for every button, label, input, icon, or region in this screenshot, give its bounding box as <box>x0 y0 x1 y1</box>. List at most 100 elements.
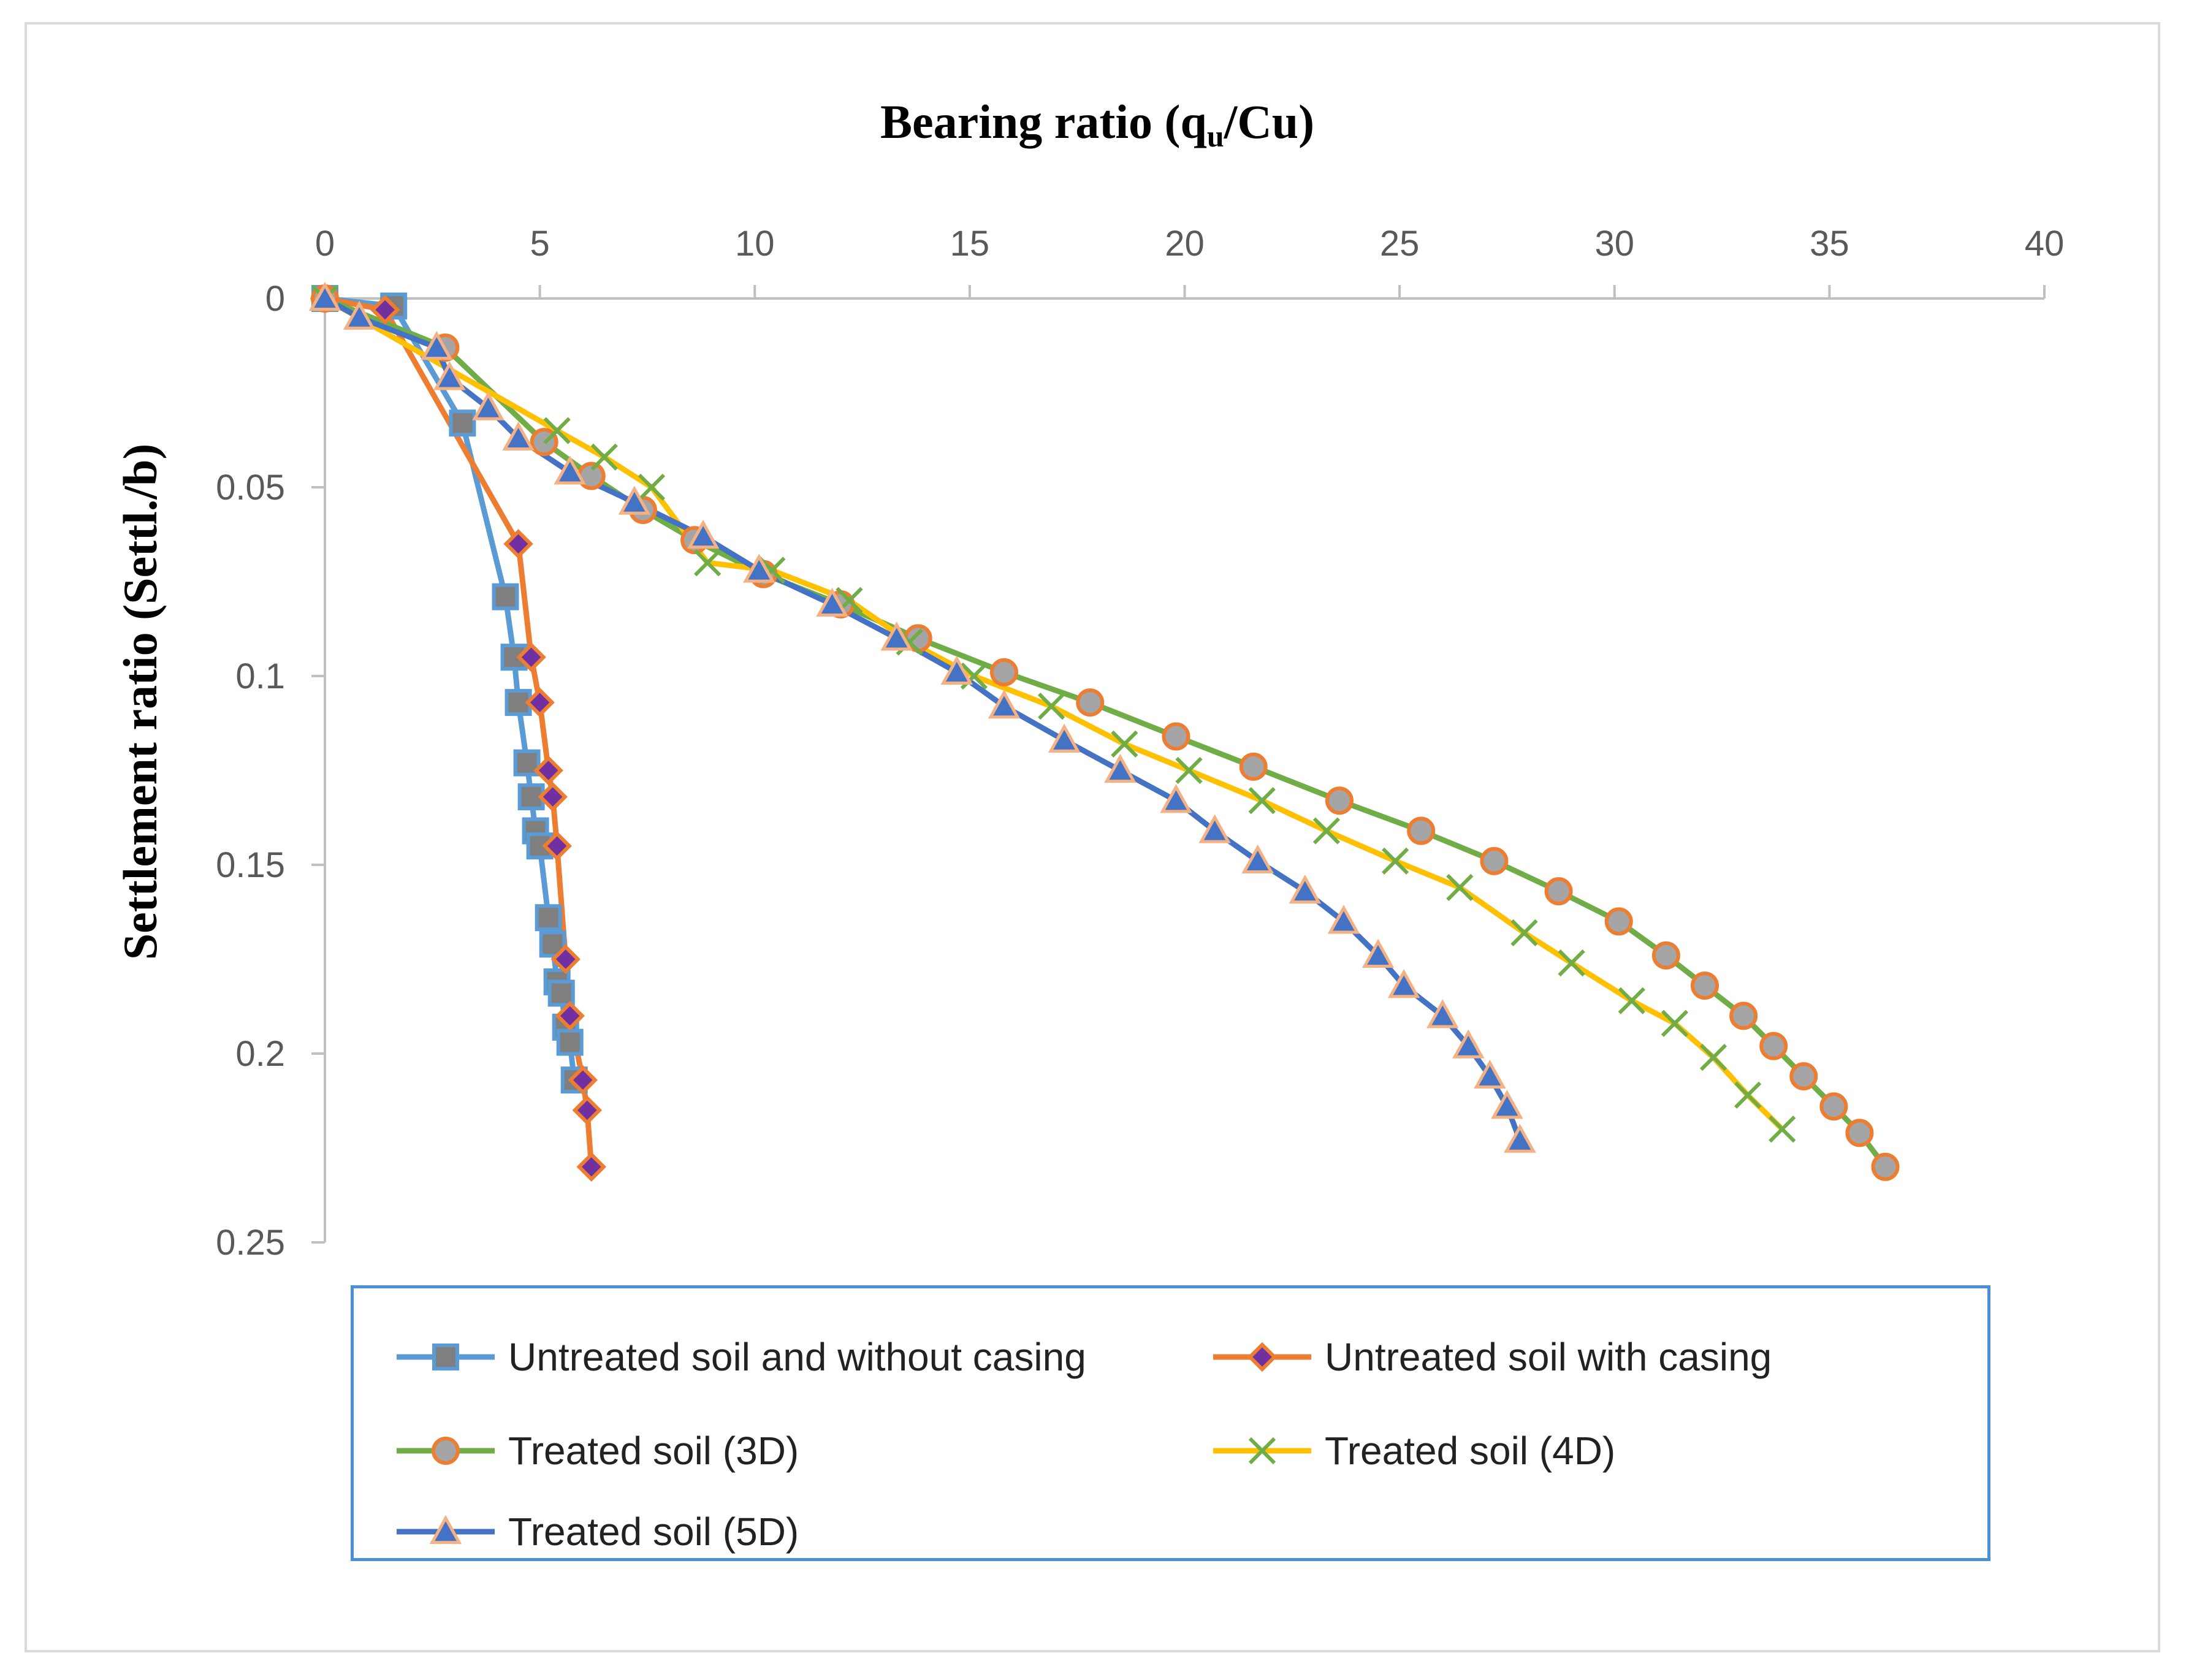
data-point <box>1162 722 1190 751</box>
series-markers-1 <box>310 283 607 1182</box>
data-point <box>940 655 973 685</box>
legend-symbol <box>1213 1437 1311 1465</box>
legend-item-untreated-with-casing: Untreated soil with casing <box>1207 1332 1772 1382</box>
chart-title-subscript: u <box>1207 119 1224 153</box>
data-point <box>492 583 519 610</box>
data-point <box>1160 784 1192 813</box>
data-point <box>1691 971 1719 1000</box>
x-tick-label: 5 <box>530 224 549 264</box>
y-tick-label: 0.2 <box>235 1034 285 1074</box>
data-point <box>1699 1044 1727 1071</box>
data-point <box>547 979 575 1007</box>
y-tick-label: 0.15 <box>216 845 285 885</box>
data-point <box>1289 874 1322 904</box>
data-point <box>1759 1032 1788 1060</box>
data-point <box>308 281 341 311</box>
data-point <box>433 361 466 390</box>
x-tick-label: 35 <box>1810 224 1849 264</box>
x-tick-label: 15 <box>950 224 990 264</box>
data-point <box>638 473 666 501</box>
data-point <box>1198 814 1231 843</box>
data-point <box>533 755 563 786</box>
chart-title-main: Bearing ratio (q <box>880 95 1207 148</box>
data-point <box>1769 1116 1796 1143</box>
x-tick-label: 20 <box>1165 224 1205 264</box>
legend-label: Treated soil (3D) <box>508 1429 799 1473</box>
series-markers-4 <box>308 281 1536 1153</box>
x-tick-label: 30 <box>1594 224 1634 264</box>
data-point <box>421 330 453 360</box>
data-point <box>1248 787 1276 815</box>
data-point <box>1604 907 1633 936</box>
data-point <box>1871 1152 1900 1181</box>
legend-label: Untreated soil and without casing <box>508 1335 1086 1379</box>
legend-label: Treated soil (4D) <box>1325 1429 1616 1473</box>
legend-marker <box>429 1515 462 1545</box>
data-point <box>687 519 720 549</box>
data-point <box>1076 688 1105 717</box>
legend-label: Treated soil (5D) <box>508 1510 799 1554</box>
legend-item-treated-5d: Treated soil (5D) <box>390 1510 799 1556</box>
legend-marker <box>1247 1342 1278 1372</box>
data-point <box>1504 1123 1536 1153</box>
data-point <box>576 1152 607 1182</box>
data-point <box>550 944 581 975</box>
data-point <box>449 409 476 437</box>
y-tick-label: 0.25 <box>216 1223 285 1263</box>
data-point <box>1387 968 1420 998</box>
data-point <box>1361 938 1395 968</box>
y-tick-label: 0 <box>265 279 285 319</box>
legend-item-treated-4d: Treated soil (4D) <box>1207 1426 1615 1475</box>
data-point <box>1407 816 1436 845</box>
series-line-4 <box>322 295 1523 1144</box>
data-point <box>516 642 546 672</box>
chart-title-tail: /Cu) <box>1224 95 1314 148</box>
y-axis-label: Settlement ratio (Settl./b) <box>113 444 167 960</box>
data-point <box>1651 941 1680 970</box>
legend-symbol <box>397 1344 495 1370</box>
data-point <box>568 1065 598 1095</box>
chart-legend: Untreated soil and without casing Untrea… <box>351 1285 1990 1561</box>
data-point <box>555 1001 585 1031</box>
data-point <box>1558 949 1585 977</box>
legend-marker <box>432 1437 460 1465</box>
data-point <box>1474 1059 1506 1089</box>
data-point <box>1104 753 1137 783</box>
data-point <box>543 417 571 444</box>
chart-title: Bearing ratio (qu/Cu) <box>880 95 1314 153</box>
data-point <box>472 391 505 420</box>
data-point <box>1618 987 1645 1014</box>
data-point <box>989 658 1018 686</box>
series-markers-group <box>308 281 1900 1182</box>
data-point <box>572 1095 603 1125</box>
legend-item-untreated-no-casing: Untreated soil and without casing <box>390 1332 1086 1382</box>
data-point <box>503 529 533 559</box>
data-point <box>988 690 1021 719</box>
data-point <box>542 830 572 861</box>
data-point <box>525 687 555 718</box>
y-tick-label: 0.05 <box>216 468 285 507</box>
data-point <box>1734 1081 1762 1109</box>
x-tick-label: 40 <box>2025 224 2065 264</box>
data-point <box>1239 752 1268 781</box>
chart-frame <box>25 22 2160 1652</box>
data-point <box>1446 873 1474 902</box>
data-point <box>1819 1092 1848 1121</box>
axes-group: 0 5 10 15 20 25 30 35 40 0 0.05 0.1 0.15 0.2 0.25 <box>216 224 2064 1263</box>
data-point <box>743 553 775 583</box>
data-point <box>1325 786 1354 815</box>
data-point <box>880 621 913 651</box>
data-point <box>590 443 618 471</box>
data-point <box>370 295 400 325</box>
x-tick-label: 25 <box>1380 224 1420 264</box>
data-point <box>1480 846 1509 875</box>
legend-marker <box>432 1344 459 1370</box>
data-point <box>1452 1029 1485 1059</box>
series-markers-3 <box>311 284 1796 1143</box>
data-point <box>1048 723 1081 753</box>
data-point <box>1381 847 1409 875</box>
data-point <box>693 549 722 577</box>
legend-marker <box>1248 1437 1276 1465</box>
legend-label: Untreated soil with casing <box>1325 1335 1772 1379</box>
data-point <box>1312 817 1341 845</box>
